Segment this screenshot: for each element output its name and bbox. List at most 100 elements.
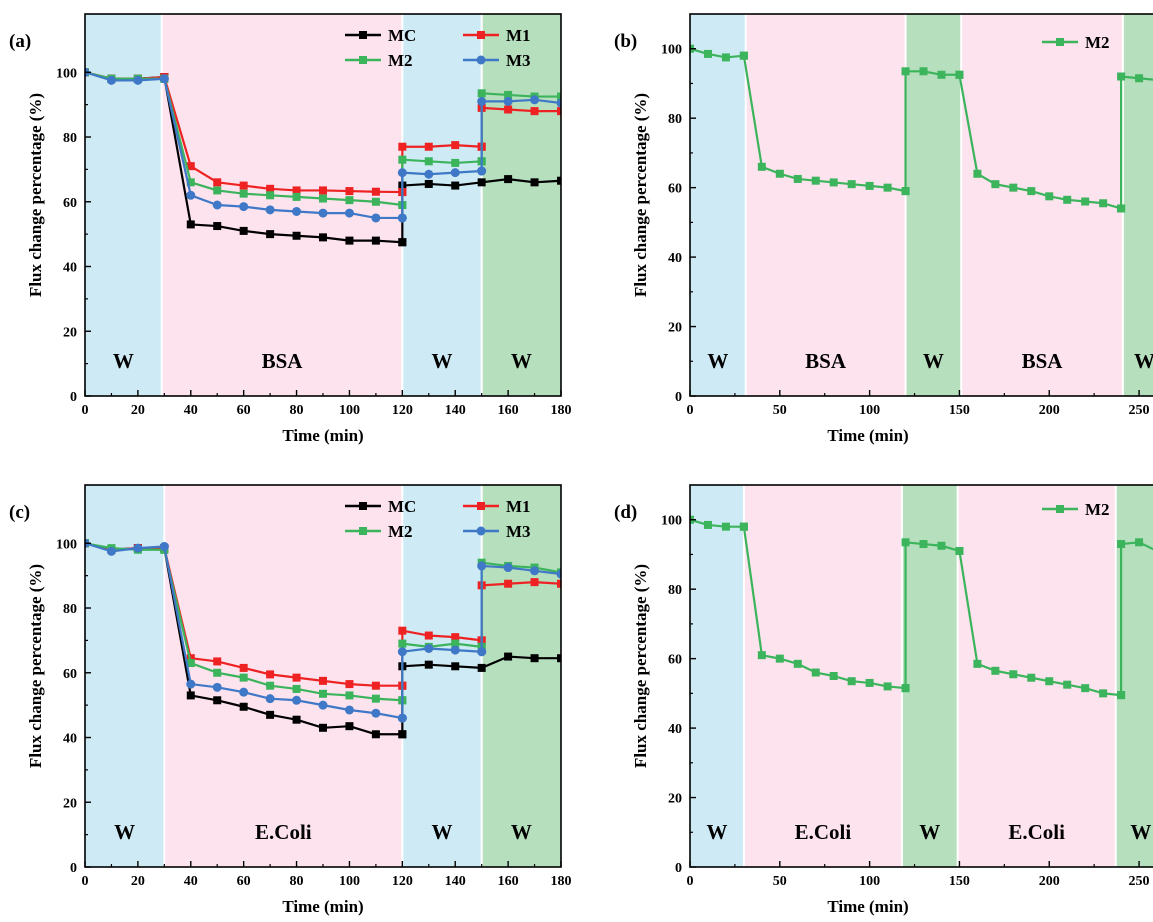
series-line	[958, 550, 1122, 697]
data-point	[159, 74, 169, 84]
data-point	[239, 702, 248, 711]
region-label: W	[511, 349, 532, 373]
data-point	[213, 186, 222, 195]
y-tick-label: 100	[56, 66, 77, 81]
data-point	[1117, 691, 1126, 700]
data-point	[477, 96, 487, 106]
data-point	[186, 220, 195, 229]
data-point	[477, 561, 487, 571]
data-point	[344, 705, 354, 715]
data-point	[292, 206, 302, 216]
legend-item-M2: M2	[345, 522, 413, 541]
region-label: BSA	[262, 349, 304, 373]
y-tick-label: 20	[668, 321, 682, 336]
data-point	[703, 520, 712, 529]
data-point	[1063, 680, 1072, 689]
data-point	[991, 666, 1000, 675]
data-point	[503, 96, 513, 106]
x-tick-label: 120	[392, 874, 413, 889]
legend-label: M2	[1085, 500, 1110, 519]
data-point	[133, 543, 143, 553]
legend-marker	[359, 31, 367, 39]
x-axis-label: Time (min)	[282, 426, 363, 445]
data-point	[477, 178, 486, 187]
series-line	[163, 547, 403, 687]
data-point	[451, 141, 460, 150]
data-point	[292, 695, 302, 705]
data-point	[450, 168, 460, 178]
y-tick-label: 80	[63, 131, 77, 146]
x-tick-label: 20	[131, 874, 145, 889]
x-tick-label: 100	[339, 403, 360, 418]
region-water	[690, 14, 746, 396]
data-point	[829, 178, 838, 187]
y-tick-label: 40	[668, 251, 682, 266]
data-point	[345, 187, 354, 196]
x-tick-label: 80	[290, 403, 304, 418]
data-point	[292, 673, 301, 682]
data-point	[883, 183, 892, 192]
x-axis-label: Time (min)	[282, 897, 363, 916]
x-tick-label: 0	[687, 403, 694, 418]
data-point	[1045, 192, 1054, 201]
data-point	[186, 691, 195, 700]
y-axis: 0 20 40 60 80 100 Flux change percentage (%)	[631, 514, 696, 876]
data-point	[397, 713, 407, 723]
data-point	[530, 654, 539, 663]
data-point	[739, 522, 748, 531]
legend: MC M1 M2 M3	[345, 26, 531, 70]
legend-label: MC	[388, 497, 416, 516]
data-point	[397, 213, 407, 223]
legend-label: M2	[388, 51, 413, 70]
legend: M2	[1042, 500, 1110, 519]
region-water	[690, 485, 744, 867]
region-label: W	[432, 820, 453, 844]
data-point	[239, 673, 248, 682]
data-point	[212, 682, 222, 692]
data-point	[811, 176, 820, 185]
data-point	[955, 546, 964, 555]
data-point	[557, 92, 561, 101]
series-line	[163, 546, 403, 720]
series-group	[690, 44, 1153, 213]
data-point	[398, 626, 407, 635]
data-point	[451, 158, 460, 167]
plot-frame	[689, 484, 1153, 868]
data-point	[266, 681, 275, 690]
legend-label: M3	[506, 522, 531, 541]
x-tick-label: 0	[687, 874, 694, 889]
region-label: BSA	[1022, 349, 1064, 373]
y-tick-label: 0	[70, 861, 77, 876]
data-point	[292, 715, 301, 724]
x-tick-label: 150	[949, 403, 970, 418]
data-point	[847, 677, 856, 686]
data-point	[398, 142, 407, 151]
region-label: W	[511, 820, 532, 844]
data-point	[371, 681, 380, 690]
series-line	[401, 655, 561, 735]
data-point	[451, 639, 460, 648]
y-tick-label: 20	[668, 792, 682, 807]
legend-marker	[476, 526, 486, 536]
background-regions: W BSA W BSA W	[690, 14, 1153, 396]
x-axis: 0 20 40 60 80 100 120 140 160 180 Time (min)	[82, 861, 572, 916]
y-tick-label: 80	[668, 112, 682, 127]
legend-marker	[476, 55, 486, 65]
region-foulant	[743, 485, 902, 867]
region-foulant	[161, 14, 403, 396]
data-point	[319, 186, 327, 195]
data-point	[292, 192, 301, 201]
data-point	[1063, 195, 1072, 204]
data-point	[865, 678, 874, 687]
x-tick-label: 160	[498, 403, 519, 418]
region-recovery	[905, 14, 962, 396]
data-point	[424, 631, 433, 640]
data-point	[292, 684, 301, 693]
data-point	[739, 51, 748, 60]
data-point	[319, 194, 327, 203]
data-point	[371, 236, 380, 245]
legend-marker	[1056, 38, 1064, 46]
data-point	[530, 95, 540, 105]
legend-label: M2	[388, 522, 413, 541]
legend-item-M2: M2	[1042, 500, 1110, 519]
